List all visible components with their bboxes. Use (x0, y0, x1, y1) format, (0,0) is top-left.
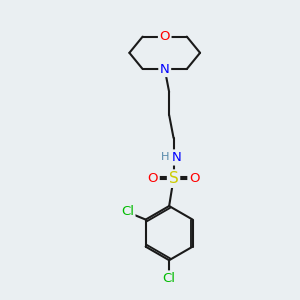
Text: O: O (160, 30, 170, 43)
Text: Cl: Cl (163, 272, 176, 285)
Text: N: N (172, 151, 182, 164)
Text: O: O (189, 172, 200, 185)
Text: N: N (160, 62, 169, 76)
Text: S: S (169, 171, 178, 186)
Text: H: H (161, 152, 170, 162)
Text: O: O (148, 172, 158, 185)
Text: Cl: Cl (121, 205, 134, 218)
